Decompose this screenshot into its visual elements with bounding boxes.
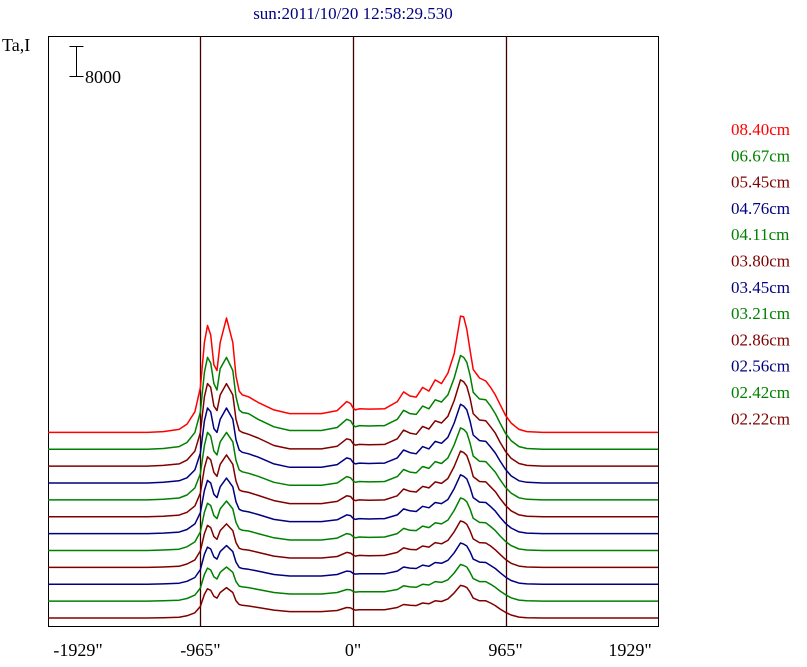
series-line-05-45cm <box>48 379 658 467</box>
legend-item: 05.45cm <box>731 173 790 192</box>
series-lines <box>48 315 658 619</box>
series-line-02-86cm <box>48 520 658 569</box>
series-line-02-56cm <box>48 542 658 586</box>
series-line-03-80cm <box>48 450 658 518</box>
series-line-08-40cm <box>48 315 658 434</box>
legend-item: 02.56cm <box>731 357 790 376</box>
legend-item: 04.11cm <box>731 225 789 244</box>
legend-item: 03.45cm <box>731 278 790 297</box>
series-line-02-22cm <box>48 584 658 619</box>
x-tick-label: 965" <box>488 640 522 660</box>
series-line-03-21cm <box>48 497 658 552</box>
legend-item: 04.76cm <box>731 199 790 218</box>
x-tick-label: -1929" <box>53 640 102 660</box>
x-tick-label: 0" <box>345 640 361 660</box>
legend-item: 02.86cm <box>731 330 790 349</box>
y-axis-label: Ta,I <box>2 35 30 55</box>
series-line-04-11cm <box>48 427 658 501</box>
scale-bar-label: 8000 <box>85 67 121 87</box>
x-tick-label: -965" <box>180 640 220 660</box>
legend-item: 02.42cm <box>731 383 790 402</box>
series-line-04-76cm <box>48 403 658 484</box>
legend-item: 06.67cm <box>731 146 790 165</box>
legend-item: 03.80cm <box>731 252 790 271</box>
series-line-02-42cm <box>48 563 658 602</box>
legend-item: 03.21cm <box>731 304 790 323</box>
scale-bar: 8000 <box>69 46 121 87</box>
series-line-06-67cm <box>48 354 658 451</box>
legend: 08.40cm 06.67cm 05.45cm 04.76cm 04.11cm 03.80… <box>731 120 790 428</box>
x-tick-labels: -1929" -965" 0" 965" 1929" <box>53 640 651 660</box>
chart-title: sun:2011/10/20 12:58:29.530 <box>253 4 453 23</box>
x-tick-label: 1929" <box>608 640 651 660</box>
series-line-03-45cm <box>48 474 658 535</box>
legend-item: 08.40cm <box>731 120 790 139</box>
legend-item: 02.22cm <box>731 409 790 428</box>
